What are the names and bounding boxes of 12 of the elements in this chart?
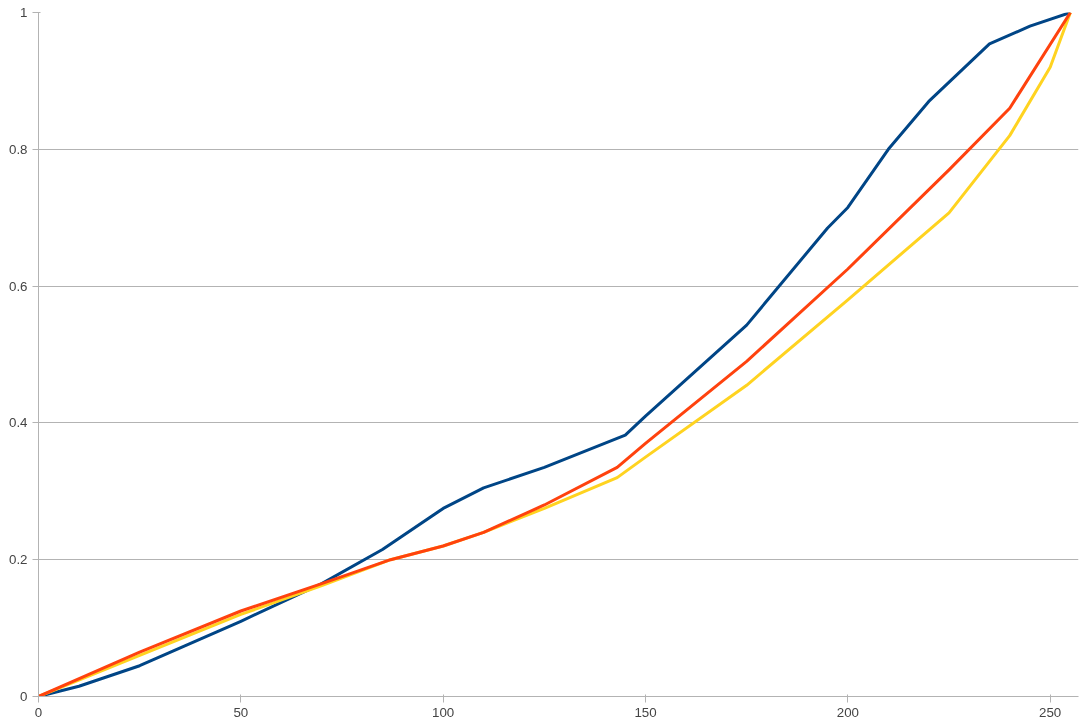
y-tick-label: 1	[20, 5, 28, 20]
x-tick-label: 50	[233, 704, 249, 720]
y-tick-label: 0	[20, 689, 28, 704]
y-tick-label: 0.6	[8, 278, 28, 294]
x-tick-label: 0	[34, 704, 43, 720]
y-tick-label: 0.2	[8, 552, 28, 568]
x-tick-label: 250	[1039, 704, 1062, 720]
x-tick-label: 200	[836, 704, 859, 720]
y-tick-label: 0.4	[8, 415, 29, 431]
x-tick-label: 100	[432, 704, 455, 720]
y-tick-label: 0.8	[8, 141, 28, 157]
x-tick-label: 150	[634, 704, 657, 720]
